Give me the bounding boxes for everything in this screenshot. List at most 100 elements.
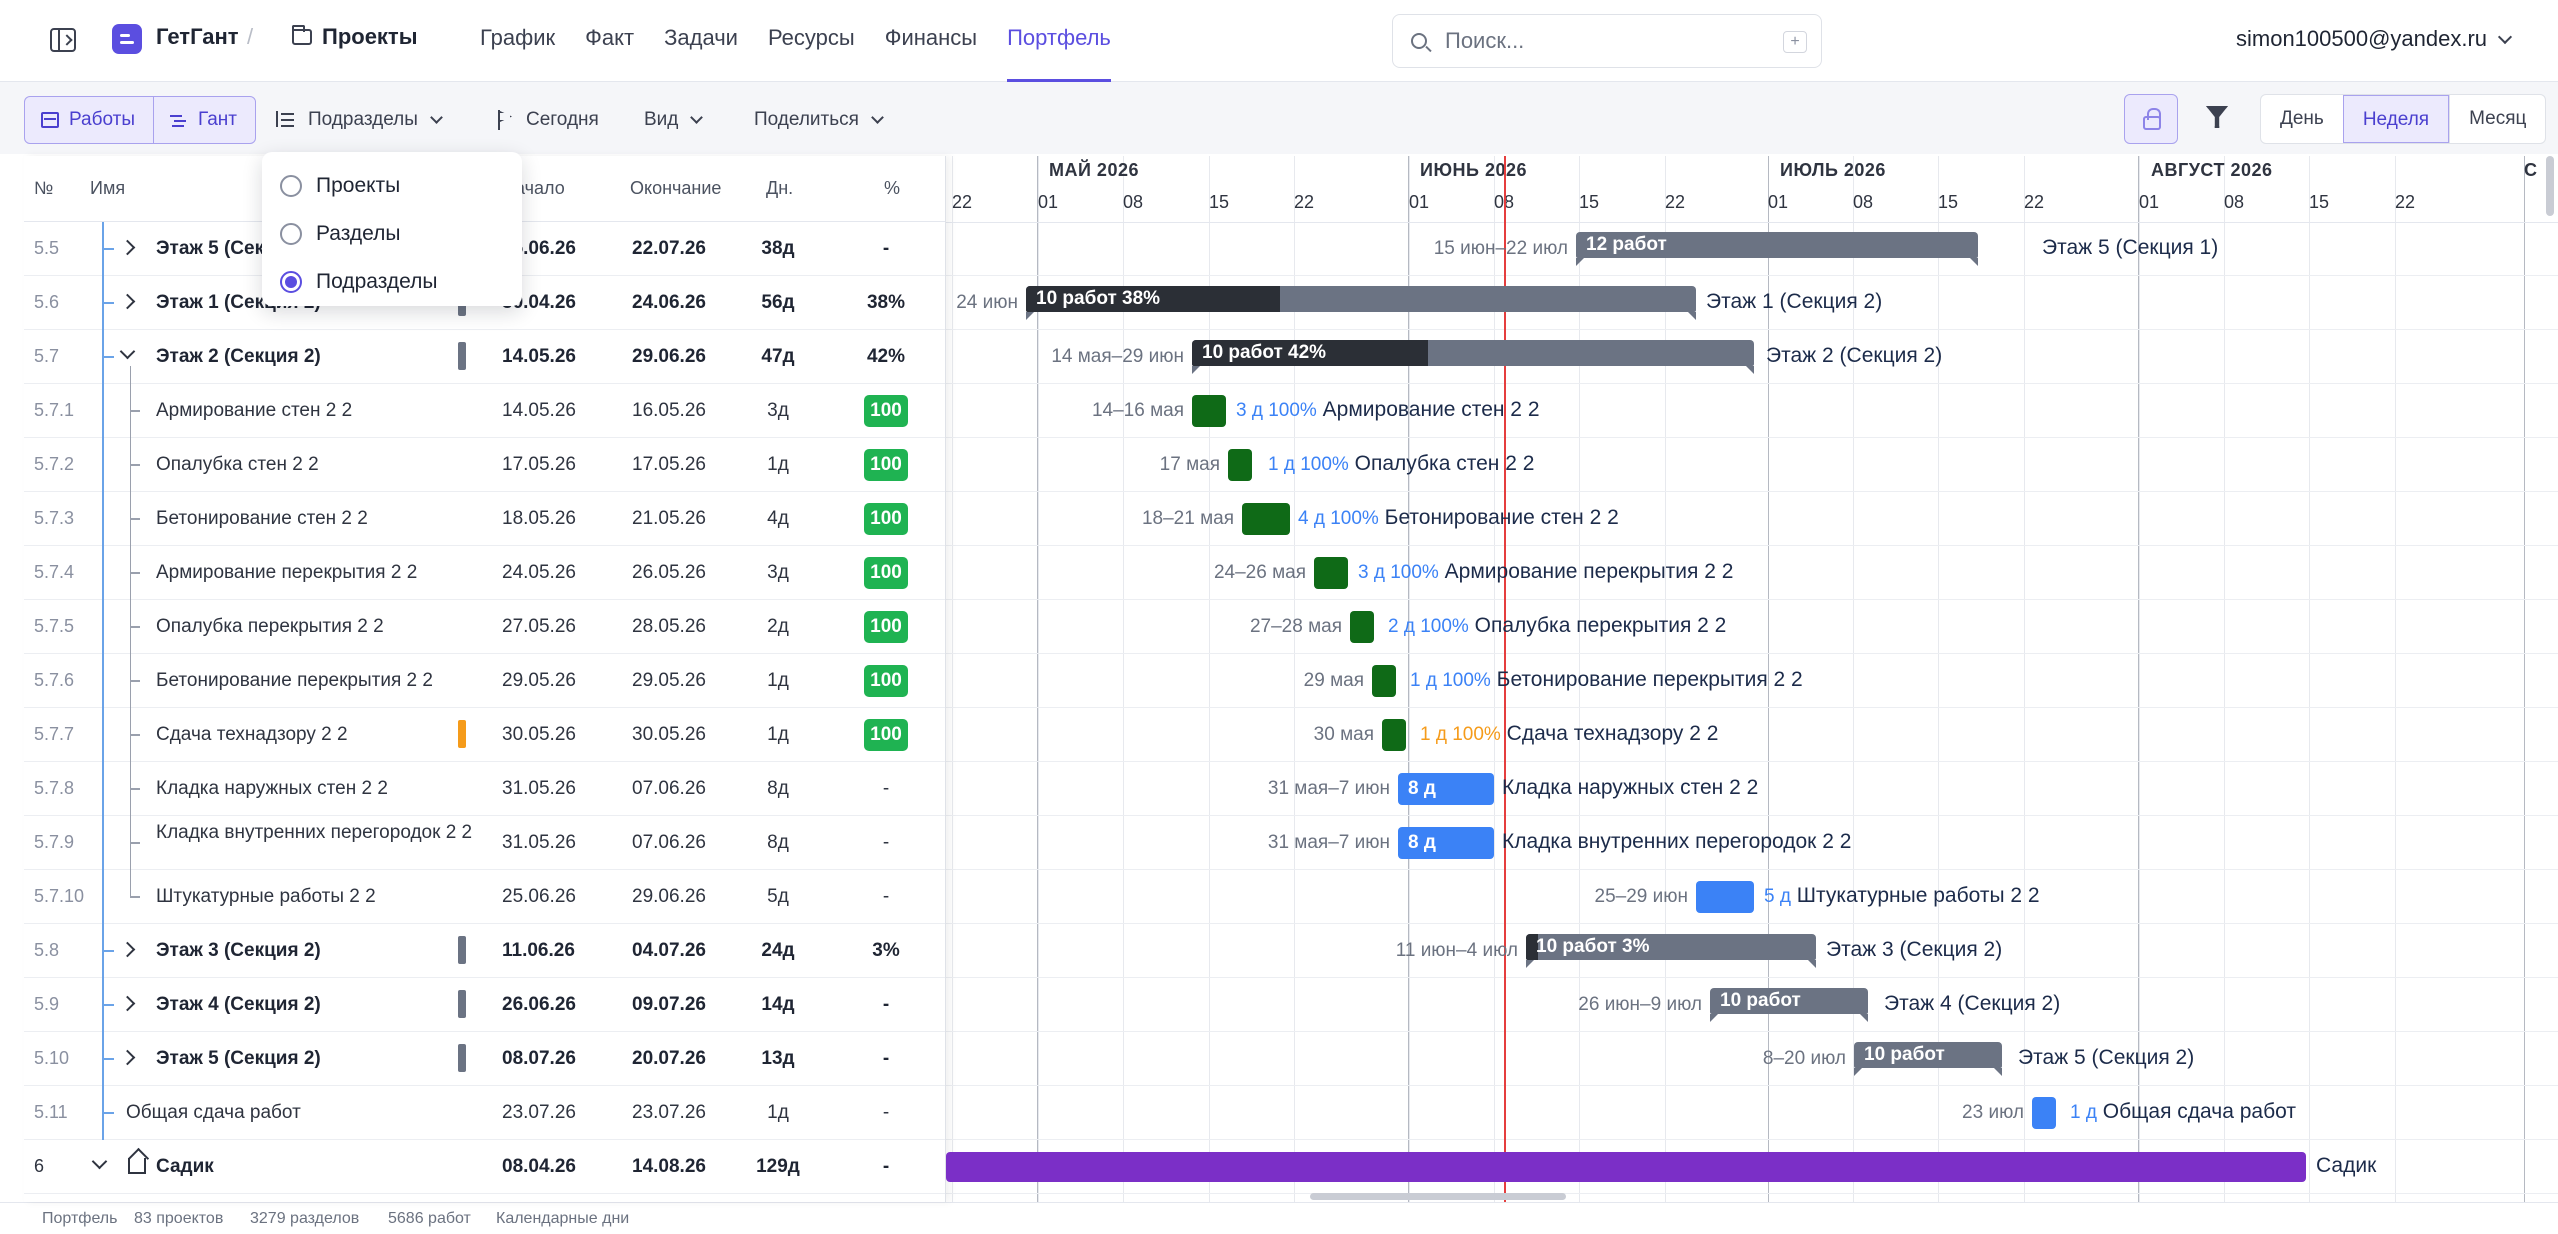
- summary-bar[interactable]: 10 работ: [1710, 988, 1868, 1022]
- table-row[interactable]: 6 Садик 08.04.26 14.08.26 129д -: [24, 1140, 945, 1194]
- user-email[interactable]: simon100500@yandex.ru: [2236, 26, 2488, 51]
- row-name[interactable]: Кладка наружных стен 2 2: [156, 778, 388, 799]
- table-row[interactable]: 5.7.9 Кладка внутренних перегородок 2 2 31…: [24, 816, 945, 870]
- scale-week-button[interactable]: Неделя: [2342, 95, 2450, 143]
- group-by-button[interactable]: Подразделы: [276, 96, 443, 144]
- task-bar[interactable]: [2032, 1097, 2056, 1129]
- nav-portfolio[interactable]: Портфель: [1007, 0, 1111, 82]
- row-name[interactable]: Сдача технадзору 2 2: [156, 724, 348, 745]
- chevron-right-icon[interactable]: [119, 941, 136, 958]
- scale-month-button[interactable]: Месяц: [2449, 95, 2545, 143]
- share-button[interactable]: Поделиться: [754, 96, 884, 144]
- table-row[interactable]: 5.9 Этаж 4 (Секция 2) 26.06.26 09.07.26 14д -: [24, 978, 945, 1032]
- nav-tasks[interactable]: Задачи: [664, 25, 738, 50]
- chevron-right-icon[interactable]: [119, 1049, 136, 1066]
- table-row[interactable]: 5.7 Этаж 2 (Секция 2) 14.05.26 29.06.26 47д 4…: [24, 330, 945, 384]
- summary-bar[interactable]: 10 работ: [1854, 1042, 2002, 1076]
- chevron-down-icon[interactable]: [2497, 29, 2513, 45]
- table-row[interactable]: 5.7.2 Опалубка стен 2 2 17.05.26 17.05.26 1д…: [24, 438, 945, 492]
- summary-bar[interactable]: 10 работ 38%: [1026, 286, 1696, 320]
- task-bar[interactable]: [1314, 557, 1348, 589]
- task-bar[interactable]: [1696, 881, 1754, 913]
- row-name[interactable]: Штукатурные работы 2 2: [156, 886, 376, 907]
- radio-projects[interactable]: [280, 175, 302, 197]
- table-row[interactable]: 5.7.4 Армирование перекрытия 2 2 24.05.26 2…: [24, 546, 945, 600]
- option-sections[interactable]: Разделы: [262, 210, 522, 258]
- task-bar[interactable]: [1228, 449, 1252, 481]
- row-name[interactable]: Армирование стен 2 2: [156, 400, 353, 421]
- project-bar[interactable]: [946, 1152, 2306, 1182]
- radio-subsections[interactable]: [280, 271, 302, 293]
- header-pct[interactable]: %: [884, 178, 901, 198]
- summary-bar[interactable]: 10 работ 42%: [1192, 340, 1754, 374]
- gantt-view-button[interactable]: Гант: [153, 97, 255, 143]
- scale-day-button[interactable]: День: [2280, 108, 2324, 129]
- summary-bar[interactable]: 10 работ 3%: [1526, 934, 1816, 968]
- row-name[interactable]: Этаж 2 (Секция 2): [156, 346, 321, 367]
- chevron-right-icon[interactable]: [119, 995, 136, 1012]
- chevron-right-icon[interactable]: [119, 239, 136, 256]
- nav-finance[interactable]: Финансы: [884, 25, 978, 50]
- tree-connector: [130, 464, 140, 466]
- brand-name[interactable]: ГетГант: [156, 24, 239, 49]
- row-name[interactable]: Армирование перекрытия 2 2: [156, 562, 418, 583]
- search-input[interactable]: [1445, 27, 1745, 55]
- nav-actual[interactable]: Факт: [585, 25, 635, 50]
- bar-date-range: 15 июн–22 июл: [1433, 238, 1568, 259]
- bar-name: Этаж 3 (Секция 2): [1826, 938, 2003, 961]
- table-row[interactable]: 5.7.10 Штукатурные работы 2 2 25.06.26 29.0…: [24, 870, 945, 924]
- table-row[interactable]: 5.7.7 Сдача технадзору 2 2 30.05.26 30.05.2…: [24, 708, 945, 762]
- table-row[interactable]: 5.11 Общая сдача работ 23.07.26 23.07.26 1д -: [24, 1086, 945, 1140]
- vertical-scrollbar[interactable]: [2546, 156, 2554, 216]
- task-bar[interactable]: [1382, 719, 1406, 751]
- task-bar[interactable]: [1242, 503, 1290, 535]
- task-bar[interactable]: [1192, 395, 1226, 427]
- nav-resources[interactable]: Ресурсы: [767, 25, 855, 50]
- summary-bar[interactable]: 12 работ: [1576, 232, 1978, 266]
- task-bar[interactable]: [1350, 611, 1374, 643]
- app-logo[interactable]: [112, 24, 142, 54]
- row-name[interactable]: Этаж 3 (Секция 2): [156, 940, 321, 961]
- table-row[interactable]: 5.7.8 Кладка наружных стен 2 2 31.05.26 07.…: [24, 762, 945, 816]
- works-view-button[interactable]: Работы: [25, 97, 153, 143]
- header-name[interactable]: Имя: [90, 178, 126, 198]
- header-end[interactable]: Окончание: [630, 178, 722, 198]
- today-button[interactable]: Сегодня: [498, 96, 599, 144]
- task-bar[interactable]: 8 д: [1398, 773, 1494, 805]
- lock-button[interactable]: [2124, 94, 2178, 144]
- table-row[interactable]: 5.7.5 Опалубка перекрытия 2 2 27.05.26 28.0…: [24, 600, 945, 654]
- task-bar[interactable]: 8 д: [1398, 827, 1494, 859]
- nav-schedule[interactable]: График: [480, 25, 556, 50]
- table-row[interactable]: 5.7.3 Бетонирование стен 2 2 18.05.26 21.05…: [24, 492, 945, 546]
- gantt-chart[interactable]: МАЙ 2026 ИЮНЬ 2026 ИЮЛЬ 2026 АВГУСТ 2026 С 22…: [946, 156, 2558, 1202]
- chevron-down-icon[interactable]: [91, 1153, 108, 1170]
- row-name[interactable]: Бетонирование перекрытия 2 2: [156, 670, 433, 691]
- breadcrumb-projects[interactable]: Проекты: [322, 24, 418, 49]
- row-name[interactable]: Опалубка стен 2 2: [156, 454, 319, 475]
- row-name[interactable]: Садик: [156, 1156, 214, 1177]
- chevron-down-icon[interactable]: [119, 343, 136, 360]
- row-name[interactable]: Кладка внутренних перегородок 2 2: [156, 822, 473, 843]
- radio-sections[interactable]: [280, 223, 302, 245]
- table-row[interactable]: 5.7.6 Бетонирование перекрытия 2 2 29.05.2…: [24, 654, 945, 708]
- row-name[interactable]: Этаж 5 (Секция 2): [156, 1048, 321, 1069]
- week-label: 08: [2224, 192, 2245, 212]
- table-row[interactable]: 5.10 Этаж 5 (Секция 2) 08.07.26 20.07.26 13д…: [24, 1032, 945, 1086]
- chevron-right-icon[interactable]: [119, 293, 136, 310]
- row-name[interactable]: Этаж 4 (Секция 2): [156, 994, 321, 1015]
- option-projects[interactable]: Проекты: [262, 162, 522, 210]
- sidebar-toggle-icon[interactable]: [50, 28, 76, 52]
- search-box[interactable]: +: [1392, 14, 1822, 68]
- tree-line: [102, 870, 104, 924]
- option-subsections[interactable]: Подразделы: [262, 258, 522, 306]
- row-name[interactable]: Общая сдача работ: [126, 1102, 301, 1123]
- horizontal-scrollbar[interactable]: [1310, 1193, 1566, 1200]
- table-row[interactable]: 5.7.1 Армирование стен 2 2 14.05.26 16.05.2…: [24, 384, 945, 438]
- row-name[interactable]: Бетонирование стен 2 2: [156, 508, 368, 529]
- view-button[interactable]: Вид: [644, 96, 704, 144]
- header-days[interactable]: Дн.: [766, 178, 794, 198]
- task-bar[interactable]: [1372, 665, 1396, 697]
- row-name[interactable]: Опалубка перекрытия 2 2: [156, 616, 384, 637]
- filter-button[interactable]: [2206, 106, 2230, 130]
- table-row[interactable]: 5.8 Этаж 3 (Секция 2) 11.06.26 04.07.26 24д 3…: [24, 924, 945, 978]
